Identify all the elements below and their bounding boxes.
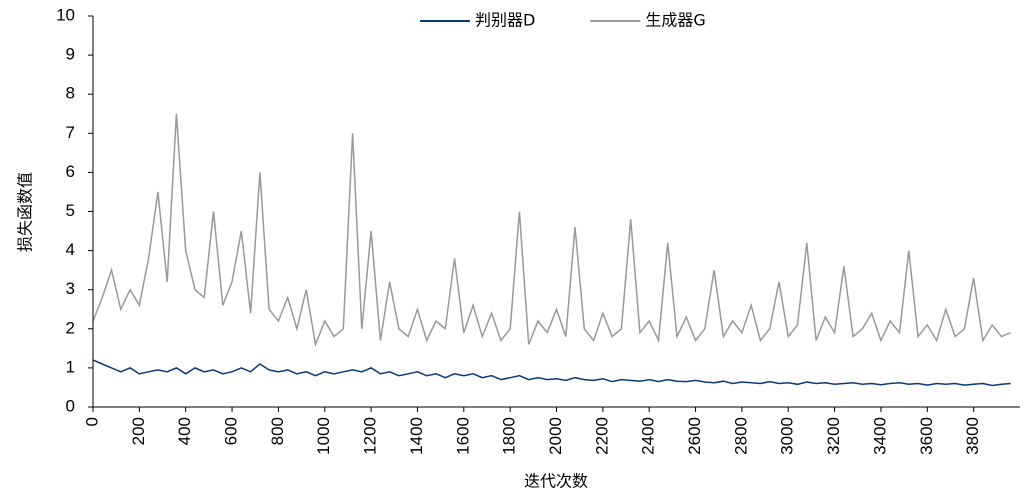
y-tick-label: 5 (66, 201, 75, 220)
y-tick-label: 1 (66, 357, 75, 376)
x-tick-label: 600 (222, 417, 241, 445)
x-tick-label: 2400 (639, 417, 658, 455)
x-tick-label: 200 (129, 417, 148, 445)
x-axis-label: 迭代次数 (524, 472, 588, 491)
y-tick-label: 7 (66, 123, 75, 142)
legend-label: 生成器G (645, 11, 705, 30)
x-tick-label: 1000 (314, 417, 333, 455)
y-tick-label: 6 (66, 162, 75, 181)
x-tick-label: 2800 (731, 417, 750, 455)
y-tick-label: 10 (56, 5, 75, 24)
x-tick-label: 1400 (407, 417, 426, 455)
x-tick-label: 2000 (546, 417, 565, 455)
x-tick-label: 2600 (685, 417, 704, 455)
legend-label: 判别器D (475, 11, 535, 30)
x-tick-label: 400 (175, 417, 194, 445)
y-tick-label: 3 (66, 279, 75, 298)
x-tick-label: 3600 (917, 417, 936, 455)
x-tick-label: 3400 (870, 417, 889, 455)
y-tick-label: 0 (66, 396, 75, 415)
x-tick-label: 3200 (824, 417, 843, 455)
x-tick-label: 1800 (500, 417, 519, 455)
x-tick-label: 0 (82, 417, 101, 426)
x-tick-label: 3000 (778, 417, 797, 455)
x-tick-label: 2200 (592, 417, 611, 455)
x-tick-label: 1600 (453, 417, 472, 455)
y-axis-label: 损失函数值 (16, 172, 35, 252)
series-line (92, 113, 1011, 348)
y-tick-label: 9 (66, 45, 75, 64)
y-tick-label: 4 (66, 240, 75, 259)
y-tick-label: 2 (66, 318, 75, 337)
series-line (92, 359, 1011, 387)
x-tick-label: 3800 (963, 417, 982, 455)
x-tick-label: 800 (268, 417, 287, 445)
y-tick-label: 8 (66, 84, 75, 103)
x-tick-label: 1200 (361, 417, 380, 455)
